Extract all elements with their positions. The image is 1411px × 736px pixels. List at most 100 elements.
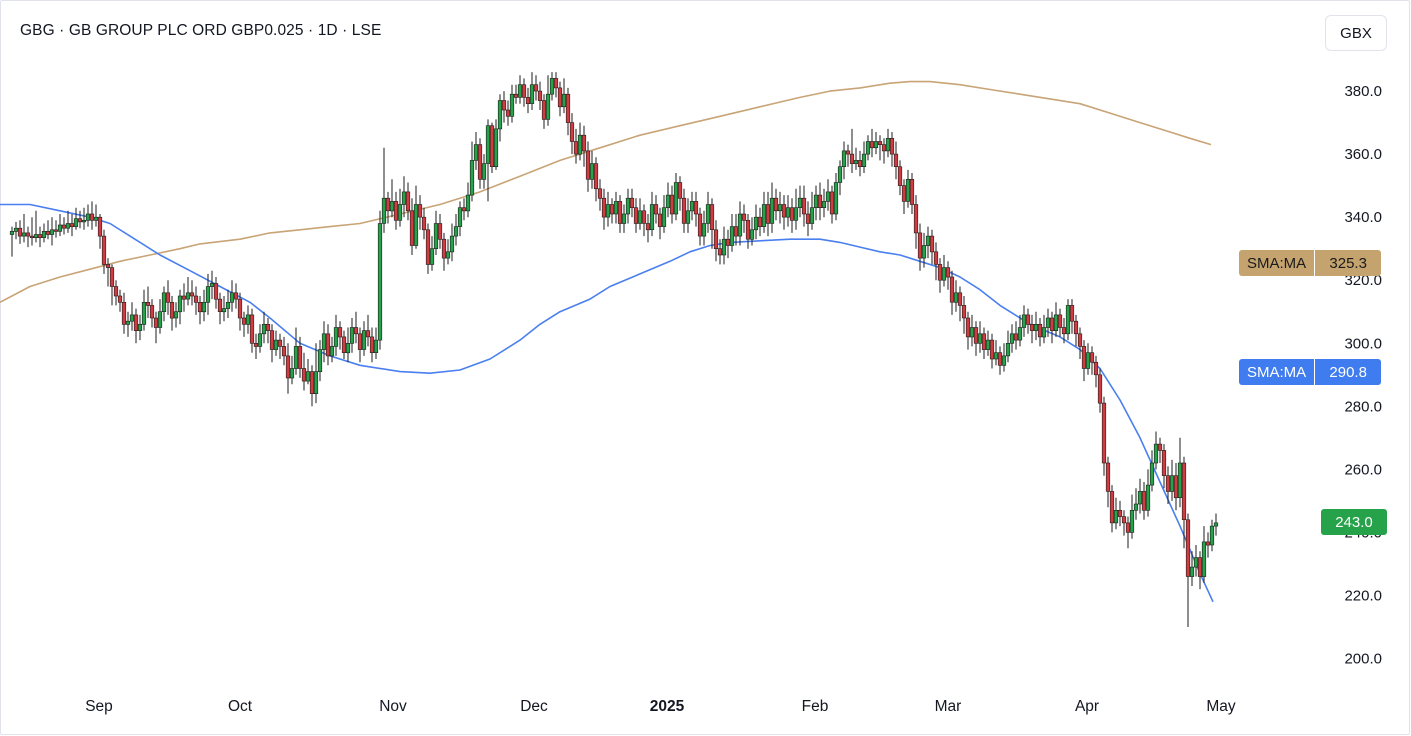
candle-body	[1137, 491, 1143, 505]
candle-body	[1089, 352, 1095, 363]
candle	[437, 214, 443, 249]
candle	[345, 327, 351, 363]
candle	[41, 223, 47, 243]
candle	[393, 191, 399, 230]
candle	[37, 226, 43, 248]
y-tick-label: 320.0	[1344, 272, 1382, 289]
candle	[1113, 497, 1119, 530]
candle	[285, 343, 291, 394]
candle-body	[337, 327, 343, 338]
candle	[1001, 343, 1007, 372]
candle	[1177, 437, 1183, 508]
candle	[1141, 482, 1147, 520]
candle-body	[877, 141, 883, 146]
currency-button[interactable]: GBX	[1325, 15, 1387, 51]
candle-body	[69, 223, 75, 228]
candle	[21, 214, 27, 243]
candle	[997, 346, 1003, 375]
candle-body	[565, 93, 571, 123]
candle	[361, 321, 367, 356]
candle	[541, 94, 547, 129]
candle	[761, 191, 767, 233]
candle-body	[117, 295, 123, 303]
candle	[605, 191, 611, 227]
candle-body	[909, 179, 915, 205]
x-tick-label: Nov	[379, 698, 407, 715]
candle	[1049, 311, 1055, 344]
candle-body	[349, 327, 355, 344]
y-tick-label: 280.0	[1344, 398, 1382, 415]
candle	[649, 191, 655, 237]
candle-body	[205, 286, 211, 303]
candle	[553, 72, 559, 98]
candle-body	[329, 346, 335, 357]
candle	[137, 314, 143, 341]
candle-body	[365, 330, 371, 338]
candle	[49, 217, 55, 246]
candle	[141, 289, 147, 331]
candle	[669, 185, 675, 224]
candle-body	[657, 213, 663, 227]
candle-body	[681, 197, 687, 224]
candle-body	[937, 264, 943, 281]
candle-body	[537, 90, 543, 101]
sma200-label-name: SMA:MA	[1239, 250, 1315, 276]
candle-body	[253, 342, 259, 347]
candle	[765, 191, 771, 237]
candle-body	[321, 333, 327, 350]
candle	[145, 286, 151, 318]
candle-body	[373, 339, 379, 354]
candle	[109, 264, 115, 306]
candle-body	[1169, 475, 1175, 492]
candle	[829, 185, 835, 224]
candle	[949, 270, 955, 315]
candle-body	[669, 194, 675, 215]
candle	[685, 198, 691, 233]
candle-body	[465, 194, 471, 212]
candle-body	[673, 182, 679, 215]
candle	[833, 173, 839, 221]
candle	[277, 333, 283, 359]
candle	[1149, 450, 1155, 492]
candle	[657, 207, 663, 240]
candle-body	[425, 229, 431, 265]
candle	[357, 327, 363, 363]
sma50-label: SMA:MA 290.8	[1239, 359, 1382, 385]
candle	[29, 217, 35, 246]
sma50-label-value: 290.8	[1315, 359, 1382, 385]
x-tick-label: Feb	[802, 698, 829, 715]
candle	[497, 94, 503, 142]
candle-body	[41, 231, 47, 238]
candle	[105, 258, 111, 287]
candle	[1161, 444, 1167, 489]
candle-body	[633, 207, 639, 224]
candle	[81, 207, 87, 230]
candle-body	[773, 197, 779, 212]
candle-body	[969, 327, 975, 338]
candle-body	[61, 224, 67, 229]
candle-body	[1009, 333, 1015, 344]
candle-body	[641, 210, 647, 224]
candle-body	[805, 213, 811, 224]
candle-body	[89, 213, 95, 221]
candle-body	[473, 144, 479, 161]
candle	[913, 195, 919, 249]
candle	[617, 195, 623, 233]
candle	[673, 173, 679, 221]
candle	[701, 210, 707, 246]
candle-body	[953, 292, 959, 303]
candle	[1165, 466, 1171, 504]
candle-body	[13, 227, 19, 232]
candle	[133, 308, 139, 344]
candle-body	[49, 229, 55, 235]
candle-body	[897, 166, 903, 186]
candle-body	[1181, 462, 1187, 521]
candle	[289, 355, 295, 385]
candle	[329, 336, 335, 363]
candle-body	[149, 305, 155, 319]
candle	[473, 132, 479, 170]
candle	[257, 324, 263, 353]
candle	[505, 100, 511, 126]
candle	[465, 182, 471, 218]
